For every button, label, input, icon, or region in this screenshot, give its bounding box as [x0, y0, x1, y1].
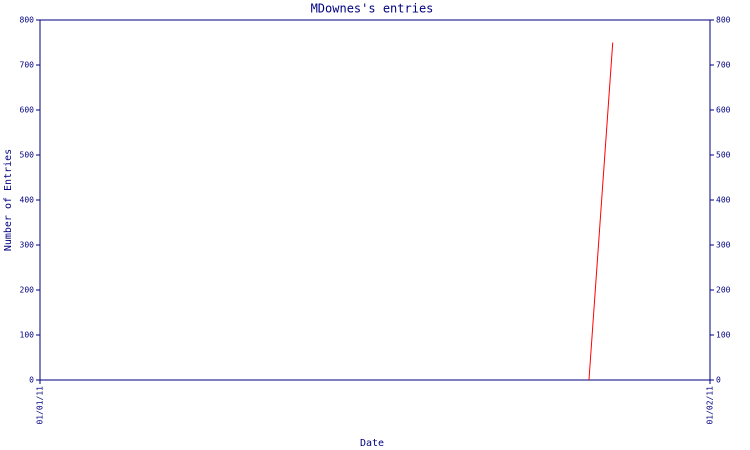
x-axis-label: Date: [360, 438, 384, 449]
chart-title: MDownes's entries: [311, 2, 434, 16]
y-tick-label: 300: [20, 241, 35, 250]
y-tick-label: 600: [20, 106, 35, 115]
x-tick-label: 01/01/11: [36, 386, 45, 425]
series-line: [588, 42, 614, 381]
y2-tick-label: 700: [716, 61, 731, 70]
x-tick-label: 01/02/11: [706, 386, 715, 425]
y2-tick-label: 200: [716, 286, 731, 295]
y-axis-label: Number of Entries: [3, 149, 14, 251]
y-tick-label: 700: [20, 61, 35, 70]
y-tick-label: 800: [20, 16, 35, 25]
y2-tick-label: 400: [716, 196, 731, 205]
y2-tick-label: 600: [716, 106, 731, 115]
y2-tick-label: 100: [716, 331, 731, 340]
y-tick-label: 200: [20, 286, 35, 295]
y2-tick-label: 500: [716, 151, 731, 160]
y-tick-label: 0: [29, 376, 34, 385]
y-tick-label: 400: [20, 196, 35, 205]
y-tick-label: 100: [20, 331, 35, 340]
plot-frame: [39, 19, 711, 381]
y2-tick-label: 0: [716, 376, 721, 385]
y2-tick-label: 300: [716, 241, 731, 250]
y-tick-label: 500: [20, 151, 35, 160]
y2-tick-label: 800: [716, 16, 731, 25]
